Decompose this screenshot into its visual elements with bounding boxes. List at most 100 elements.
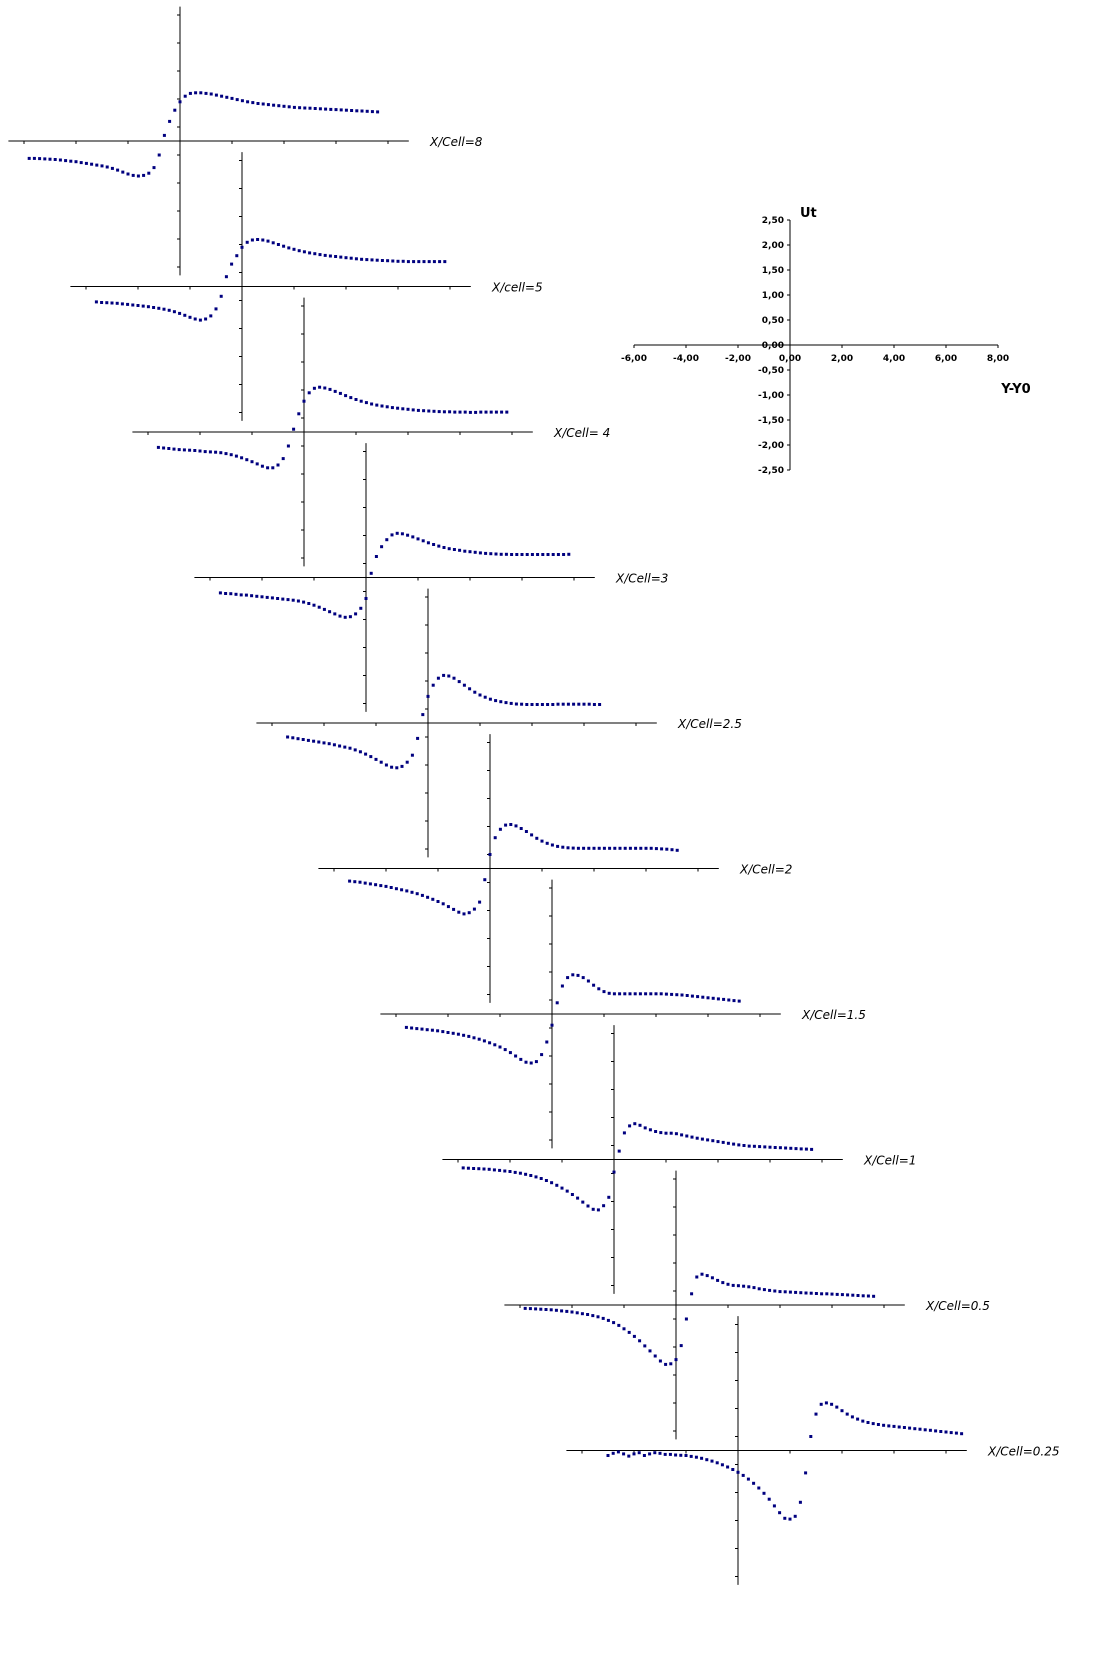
profile-label: X/Cell=0.25 (987, 1445, 1059, 1459)
data-point (488, 1041, 492, 1045)
data-point (209, 314, 213, 318)
data-point (368, 882, 372, 886)
data-point (415, 892, 419, 896)
data-point (597, 846, 601, 850)
data-point (669, 1131, 673, 1135)
data-point (529, 1061, 533, 1065)
data-point (586, 979, 590, 983)
data-point (960, 1432, 964, 1436)
data-point (689, 1454, 693, 1458)
data-point (648, 1128, 652, 1132)
data-point (835, 1292, 839, 1296)
data-point (355, 109, 359, 113)
data-point (416, 736, 420, 740)
data-point (515, 553, 519, 556)
data-point (705, 1274, 709, 1278)
data-point (582, 702, 586, 706)
data-point (360, 109, 364, 113)
data-point (339, 108, 343, 112)
data-point (235, 254, 239, 258)
data-point (162, 446, 166, 450)
data-point (333, 612, 337, 616)
data-point (410, 890, 414, 894)
data-point (752, 1481, 756, 1485)
data-point (412, 260, 416, 264)
data-point (250, 238, 254, 242)
data-point (539, 1307, 543, 1311)
data-point (162, 307, 166, 311)
data-point (105, 165, 109, 169)
data-point (338, 614, 342, 618)
data-point (731, 1468, 735, 1471)
data-point (503, 1169, 507, 1173)
data-point (380, 404, 384, 408)
data-point (473, 550, 477, 554)
data-point (420, 893, 424, 897)
data-point (649, 992, 653, 996)
data-point (736, 1284, 740, 1288)
data-point (561, 845, 565, 849)
data-point (653, 1354, 657, 1358)
data-point (934, 1429, 938, 1433)
data-point (665, 847, 669, 851)
data-point (370, 258, 374, 262)
data-point (685, 1134, 689, 1138)
data-point (674, 1132, 678, 1136)
data-point (546, 553, 550, 556)
profile-label: X/Cell=2.5 (677, 717, 742, 731)
data-point (768, 1288, 772, 1292)
data-point (654, 847, 658, 851)
data-point (95, 163, 99, 167)
data-point (411, 535, 415, 539)
data-point (680, 993, 684, 997)
data-point (468, 410, 472, 414)
data-point (271, 466, 275, 470)
data-point (157, 306, 161, 310)
profile-4: X/Cell=2.5 (256, 588, 742, 858)
data-point (701, 995, 705, 999)
data-point (633, 1122, 637, 1126)
data-point (173, 108, 177, 112)
data-point (644, 992, 648, 996)
data-point (203, 450, 207, 454)
data-point (467, 911, 471, 915)
data-point (639, 846, 643, 850)
data-point (69, 159, 73, 163)
data-point (716, 997, 720, 1001)
data-point (498, 1168, 502, 1172)
data-point (406, 533, 410, 537)
data-point (344, 108, 348, 112)
data-point (602, 1204, 606, 1208)
data-point (442, 546, 446, 549)
data-point (287, 246, 291, 250)
data-point (390, 533, 394, 537)
data-point (224, 452, 228, 456)
data-point (628, 1124, 632, 1128)
data-point (374, 883, 378, 887)
data-point (406, 260, 410, 264)
data-point (726, 1282, 730, 1286)
data-point (307, 602, 311, 605)
data-point (379, 760, 383, 764)
data-point (737, 1143, 741, 1147)
data-point (488, 853, 492, 856)
data-point (643, 1126, 647, 1130)
data-point (866, 1421, 870, 1424)
data-point (38, 157, 42, 161)
data-point (664, 992, 668, 996)
data-point (518, 1171, 522, 1175)
data-point (618, 992, 622, 996)
data-point (338, 744, 342, 748)
data-point (556, 553, 560, 556)
data-point (840, 1409, 844, 1413)
data-point (612, 1170, 616, 1174)
data-point (649, 846, 653, 850)
data-point (229, 592, 233, 596)
data-point (540, 839, 544, 843)
data-point (426, 895, 430, 899)
data-point (726, 1465, 730, 1469)
profile-9: X/Cell=0.25 (566, 1316, 1059, 1585)
data-point (286, 444, 290, 448)
data-point (198, 318, 202, 322)
